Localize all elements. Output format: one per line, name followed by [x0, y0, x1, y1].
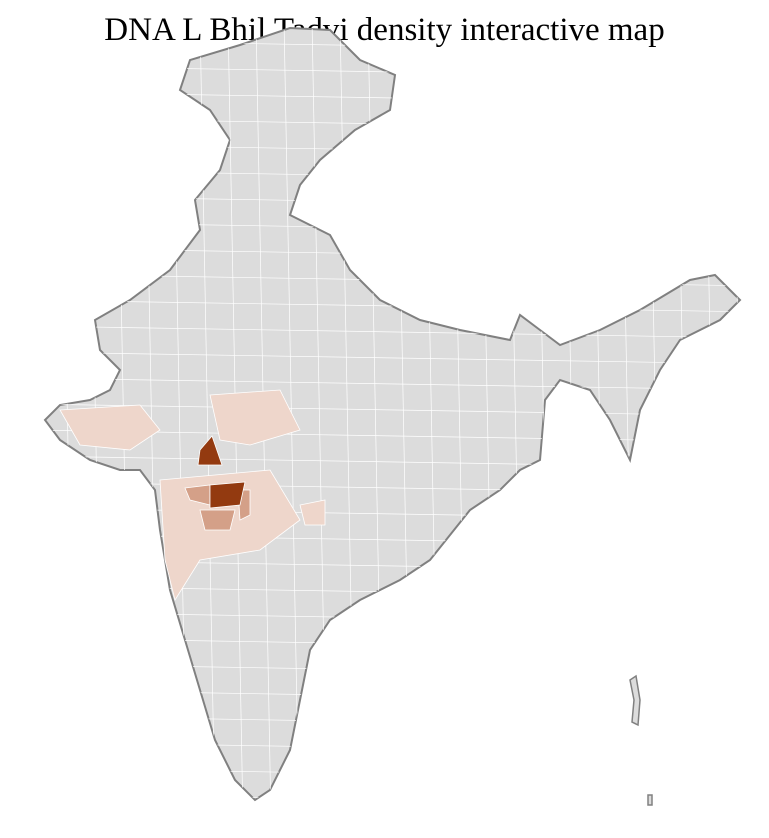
district-medium[interactable] — [199, 509, 236, 531]
district-boundary — [45, 221, 740, 235]
district-boundary — [45, 611, 740, 625]
district-boundary — [45, 325, 740, 339]
district-high[interactable] — [209, 481, 246, 509]
district-boundary — [45, 689, 740, 703]
district-boundary — [647, 28, 664, 800]
district-boundary — [45, 39, 740, 53]
district-mp-low[interactable] — [209, 389, 301, 446]
district-boundary — [675, 28, 692, 800]
district-boundary — [45, 91, 740, 105]
district-boundary — [731, 28, 740, 800]
district-boundary — [45, 247, 740, 261]
district-boundary — [45, 351, 740, 365]
district-boundary — [591, 28, 608, 800]
district-boundary — [45, 637, 740, 651]
district-boundary — [45, 169, 740, 183]
district-boundary — [45, 143, 740, 157]
district-boundary — [45, 403, 740, 417]
district-east-low[interactable] — [299, 499, 326, 526]
india-outline — [43, 26, 742, 802]
district-boundary — [45, 585, 740, 599]
district-boundary — [45, 117, 740, 131]
district-boundary — [45, 273, 740, 287]
district-high[interactable] — [197, 435, 223, 466]
district-boundary — [45, 741, 740, 755]
andaman-islands — [629, 674, 641, 727]
district-gujarat-low[interactable] — [59, 404, 161, 451]
district-boundary — [703, 28, 720, 800]
district-boundary — [45, 195, 740, 209]
nicobar-island — [647, 794, 653, 806]
district-boundary — [45, 377, 740, 391]
district-maharashtra-low[interactable] — [159, 469, 301, 602]
district-boundary — [563, 28, 580, 800]
district-boundary — [45, 767, 740, 781]
district-boundary — [45, 715, 740, 729]
map-title: DNA L Bhil Tadvi density interactive map — [104, 12, 665, 48]
district-boundary — [45, 663, 740, 677]
